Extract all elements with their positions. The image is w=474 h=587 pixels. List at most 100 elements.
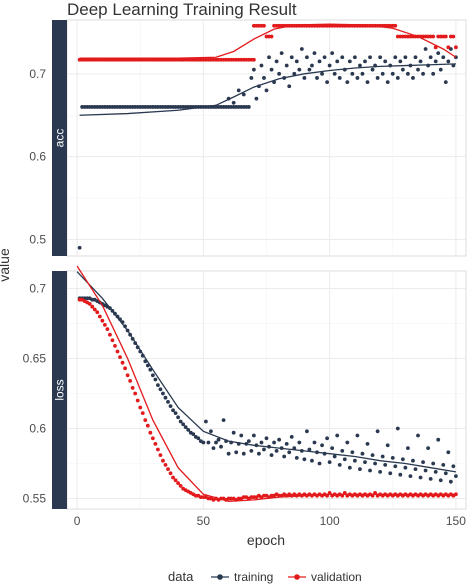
data-point-training — [277, 71, 282, 76]
data-point-training — [181, 422, 186, 427]
data-point-training — [209, 429, 213, 434]
data-point-training — [297, 440, 302, 445]
panel-loss-strip — [52, 271, 67, 509]
y-tick-label: 0.7 — [29, 67, 46, 81]
data-point-training — [299, 47, 304, 51]
data-point-validation — [393, 23, 398, 28]
data-point-training — [289, 55, 294, 60]
data-point-training — [310, 458, 314, 463]
data-point-validation — [92, 307, 97, 312]
smooth-line-validation — [76, 265, 456, 502]
smooth-line-training — [79, 63, 456, 116]
data-point-training — [368, 55, 372, 60]
data-point-training — [294, 456, 299, 460]
data-point-training — [312, 440, 317, 445]
data-point-training — [416, 67, 420, 72]
data-point-validation — [176, 481, 181, 485]
data-point-training — [438, 478, 443, 483]
data-point-training — [269, 67, 274, 72]
y-tick-label: 0.65 — [23, 352, 47, 366]
data-point-training — [418, 59, 423, 64]
data-point-training — [360, 71, 365, 76]
legend-label-validation: validation — [311, 570, 362, 584]
data-point-validation — [173, 478, 178, 483]
data-point-training — [226, 451, 231, 456]
data-point-training — [327, 460, 332, 464]
data-point-training — [403, 55, 408, 60]
data-point-validation — [102, 323, 107, 327]
data-point-training — [322, 55, 327, 60]
data-point-training — [201, 440, 206, 445]
data-point-training — [249, 76, 254, 80]
data-point-training — [191, 432, 196, 436]
data-point-training — [307, 67, 312, 72]
data-point-training — [231, 100, 236, 105]
data-point-training — [355, 433, 360, 438]
y-axis-label: value — [0, 248, 12, 282]
data-point-training — [269, 453, 274, 457]
panel-acc-grid — [67, 20, 466, 256]
data-point-validation — [150, 436, 155, 441]
data-point-training — [393, 464, 398, 469]
data-point-training — [395, 426, 400, 431]
data-point-training — [186, 428, 191, 432]
data-point-validation — [130, 386, 135, 390]
data-point-validation — [446, 45, 451, 50]
data-point-training — [241, 451, 246, 456]
data-point-training — [363, 460, 367, 464]
data-point-training — [282, 454, 287, 459]
y-tick-label: 0.55 — [23, 492, 47, 506]
series-validation-loss — [76, 265, 458, 502]
data-point-training — [454, 474, 458, 478]
data-point-validation — [269, 34, 274, 39]
data-point-validation — [178, 484, 183, 488]
panel-loss-strip-label: loss — [53, 379, 67, 400]
series-validation-acc — [77, 23, 458, 62]
data-point-training — [203, 419, 208, 424]
data-point-training — [337, 463, 342, 467]
data-point-training — [294, 59, 299, 64]
data-point-validation — [97, 314, 102, 319]
data-point-validation — [443, 34, 448, 39]
data-point-training — [411, 458, 415, 463]
data-point-training — [241, 92, 246, 97]
data-point-training — [390, 71, 395, 76]
data-point-training — [161, 391, 165, 396]
data-point-training — [350, 450, 355, 455]
data-point-training — [441, 463, 446, 467]
data-point-training — [398, 472, 403, 477]
legend-key-validation-dot — [294, 574, 300, 580]
legend-key-training-dot — [217, 574, 223, 580]
data-point-validation — [431, 34, 436, 39]
data-point-training — [292, 71, 297, 76]
data-point-training — [317, 461, 322, 466]
data-point-training — [380, 454, 385, 459]
data-point-training — [289, 435, 294, 439]
data-point-training — [277, 437, 282, 442]
data-point-training — [168, 404, 173, 408]
data-point-training — [370, 453, 375, 457]
data-point-validation — [120, 360, 125, 365]
data-point-training — [325, 80, 330, 85]
legend-item-training: training — [211, 570, 273, 584]
data-point-training — [347, 465, 352, 470]
data-point-training — [408, 474, 413, 478]
data-point-training — [297, 67, 302, 72]
data-point-training — [375, 76, 380, 80]
data-point-training — [320, 443, 324, 448]
data-point-training — [264, 88, 269, 93]
series-training-acc — [77, 47, 458, 250]
data-point-training — [145, 363, 150, 368]
data-point-validation — [87, 302, 92, 306]
data-point-validation — [138, 405, 143, 410]
x-axis-label: epoch — [247, 532, 285, 548]
data-point-training — [325, 436, 330, 441]
data-point-validation — [125, 373, 130, 378]
data-point-training — [340, 55, 345, 60]
data-point-validation — [123, 366, 127, 371]
chart-title: Deep Learning Training Result — [67, 0, 297, 19]
data-point-training — [378, 55, 383, 60]
data-point-training — [358, 467, 362, 471]
data-point-training — [352, 458, 357, 463]
data-point-validation — [95, 310, 100, 315]
